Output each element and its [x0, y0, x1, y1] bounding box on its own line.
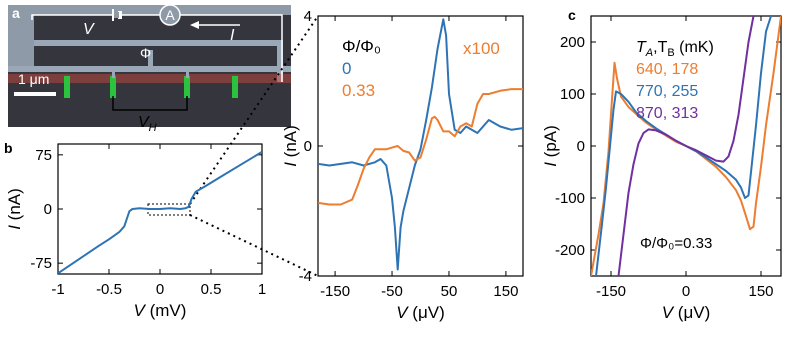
- x-tick-label-middle: 150: [493, 283, 518, 300]
- y-axis-unit: (pA): [541, 125, 560, 162]
- legend-title-unit: (mK): [675, 39, 714, 56]
- y-tick-label-b: 75: [35, 147, 52, 164]
- x-tick-label-b: 0.5: [201, 281, 222, 298]
- legend-title-middle: Φ/Φ₀: [342, 37, 381, 56]
- x-tick-label-c: -150: [596, 283, 626, 300]
- voltage-label: V: [83, 21, 95, 38]
- green-contact-4: [232, 76, 238, 98]
- legend-entry-middle-0: 0: [342, 59, 351, 78]
- legend-entry-c-2: 870, 313: [636, 105, 698, 122]
- chart-b: -1 -0.5 0 0.5 1 -75 0 75 V (mV) I (nA): [5, 144, 266, 320]
- panel-c-label: c: [568, 7, 576, 23]
- y-axis-unit: (nA): [5, 188, 24, 225]
- vh-sub: H: [149, 122, 157, 134]
- x-tick-label-middle: 50: [441, 283, 458, 300]
- x-tick-label-c: 150: [748, 283, 773, 300]
- x-tick-label-middle: -150: [320, 283, 350, 300]
- chart-middle: -150 -50 50 150 -4 0 4 V (μV) I (nA) Φ/Φ₀ 0 0.33 x10…: [281, 8, 523, 322]
- red-overlay: [8, 74, 291, 83]
- x-tick-label-b: -0.5: [96, 281, 122, 298]
- x-axis-unit: (μV): [408, 303, 445, 322]
- legend-entry-c-0: 640, 178: [636, 61, 698, 78]
- ammeter-label: A: [165, 7, 175, 23]
- y-tick-label-c: 200: [560, 34, 585, 51]
- y-tick-label-c: -200: [555, 242, 585, 259]
- legend-title-c: TA,TB (mK): [636, 39, 714, 59]
- y-axis-label-middle: I (nA): [281, 125, 300, 167]
- x-tick-label-b: -1: [51, 281, 64, 298]
- annotation-flux-text: Φ/Φ₀=0.33: [640, 235, 712, 252]
- x-axis-label-c: V (μV): [662, 303, 711, 322]
- annotation-flux-c: Φ/Φ₀=0.33: [640, 235, 712, 252]
- legend-title-tb-sub: B: [667, 47, 674, 59]
- zoom-line-bottom: [190, 215, 318, 276]
- series-line-b-0: [58, 152, 262, 273]
- flux-label: Φ: [140, 45, 151, 61]
- y-tick-label-b: 0: [44, 201, 52, 218]
- legend-entry-middle-1: 0.33: [342, 81, 375, 100]
- y-tick-label-c: -100: [555, 190, 585, 207]
- chart-c: -150 0 150 -200 -100 0 100 200 V (μV) I (pA) TA,TB…: [541, 16, 781, 322]
- green-contact-2: [110, 76, 116, 98]
- y-axis-label-b: I (nA): [5, 188, 24, 230]
- legend-entry-c-1: 770, 255: [636, 83, 698, 100]
- y-tick-label-c: 0: [577, 138, 585, 155]
- y-tick-label-b: -75: [30, 255, 52, 272]
- electrode-left-lead: [8, 15, 34, 70]
- y-tick-label-middle: -4: [299, 268, 312, 285]
- annotation-x100: x100: [463, 39, 500, 58]
- scalebar: [14, 92, 56, 96]
- legend-title-comma: ,T: [653, 39, 667, 56]
- x-axis-label-middle: V (μV): [396, 303, 445, 322]
- electrode-top: [8, 5, 291, 15]
- x-tick-label-middle: -50: [381, 283, 403, 300]
- stub-1: [112, 72, 115, 78]
- y-tick-label-middle: 4: [304, 8, 312, 25]
- x-axis-unit: (μV): [673, 303, 710, 322]
- scalebar-label: 1 μm: [18, 71, 49, 87]
- x-tick-label-b: 0: [156, 281, 164, 298]
- panel-b-label: b: [4, 140, 13, 156]
- y-tick-label-middle: 0: [304, 138, 312, 155]
- green-contact-1: [64, 76, 70, 98]
- x-axis-unit: (mV): [145, 301, 187, 320]
- y-axis-unit: (nA): [281, 125, 300, 162]
- stub-2: [186, 72, 189, 78]
- current-label: I: [230, 27, 235, 44]
- x-tick-label-b: 1: [258, 281, 266, 298]
- x-axis-label-b: V (mV): [134, 301, 187, 320]
- panel-a-label: a: [12, 5, 20, 21]
- y-axis-label-c: I (pA): [541, 125, 560, 167]
- y-tick-label-c: 100: [560, 86, 585, 103]
- battery-gap: [114, 12, 119, 18]
- legend-title-ta-sub: A: [645, 47, 653, 59]
- panel-a-sem-image: A V I Φ a 1 μm VH: [8, 5, 291, 134]
- green-contact-3: [184, 76, 190, 98]
- x-tick-label-c: 0: [682, 283, 690, 300]
